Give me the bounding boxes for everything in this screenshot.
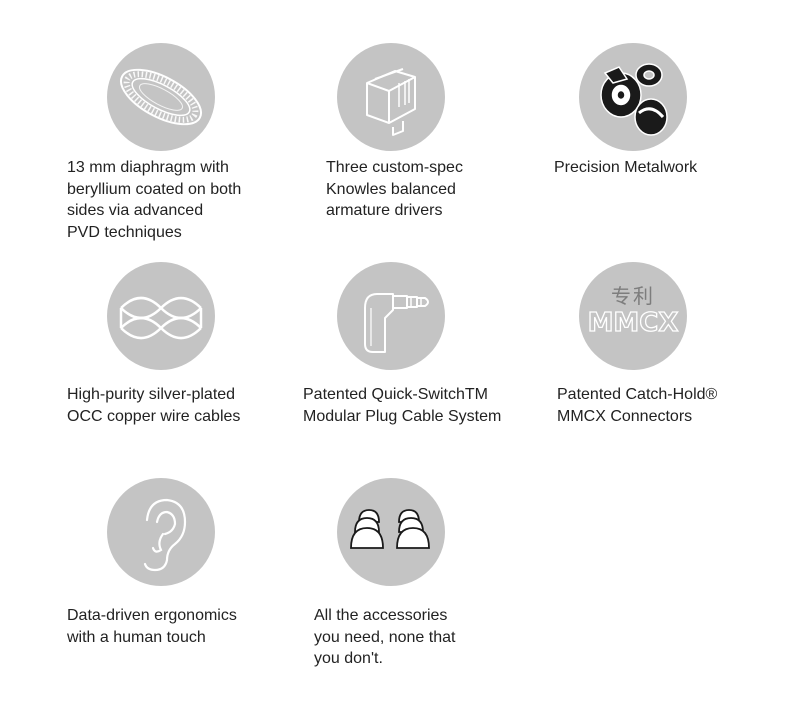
feature-caption: Three custom-spec Knowles balanced armat…	[326, 159, 463, 219]
balanced-armature-driver-icon	[337, 43, 445, 151]
feature-caption: 13 mm diaphragm with beryllium coated on…	[67, 159, 242, 241]
ear-tips-icon	[337, 478, 445, 586]
feature-caption: Data-driven ergonomics with a human touc…	[67, 607, 237, 646]
diaphragm-icon	[107, 43, 215, 151]
feature-caption: Precision Metalwork	[554, 159, 698, 176]
ear-icon	[107, 478, 215, 586]
feature-caption: Patented Catch-Hold® MMCX Connectors	[557, 386, 718, 425]
feature-caption: Patented Quick-SwitchTM Modular Plug Cab…	[303, 386, 502, 425]
braided-cable-icon	[107, 262, 215, 370]
mmcx-mark: MMCX	[587, 307, 679, 338]
mmcx-patent-icon: 专利 MMCX	[579, 262, 687, 370]
feature-caption: All the accessories you need, none that …	[314, 607, 456, 667]
audio-plug-icon	[337, 262, 445, 370]
feature-caption: High-purity silver-plated OCC copper wir…	[67, 386, 241, 425]
patent-mark: 专利	[611, 284, 655, 308]
metal-shell-icon	[579, 43, 687, 151]
